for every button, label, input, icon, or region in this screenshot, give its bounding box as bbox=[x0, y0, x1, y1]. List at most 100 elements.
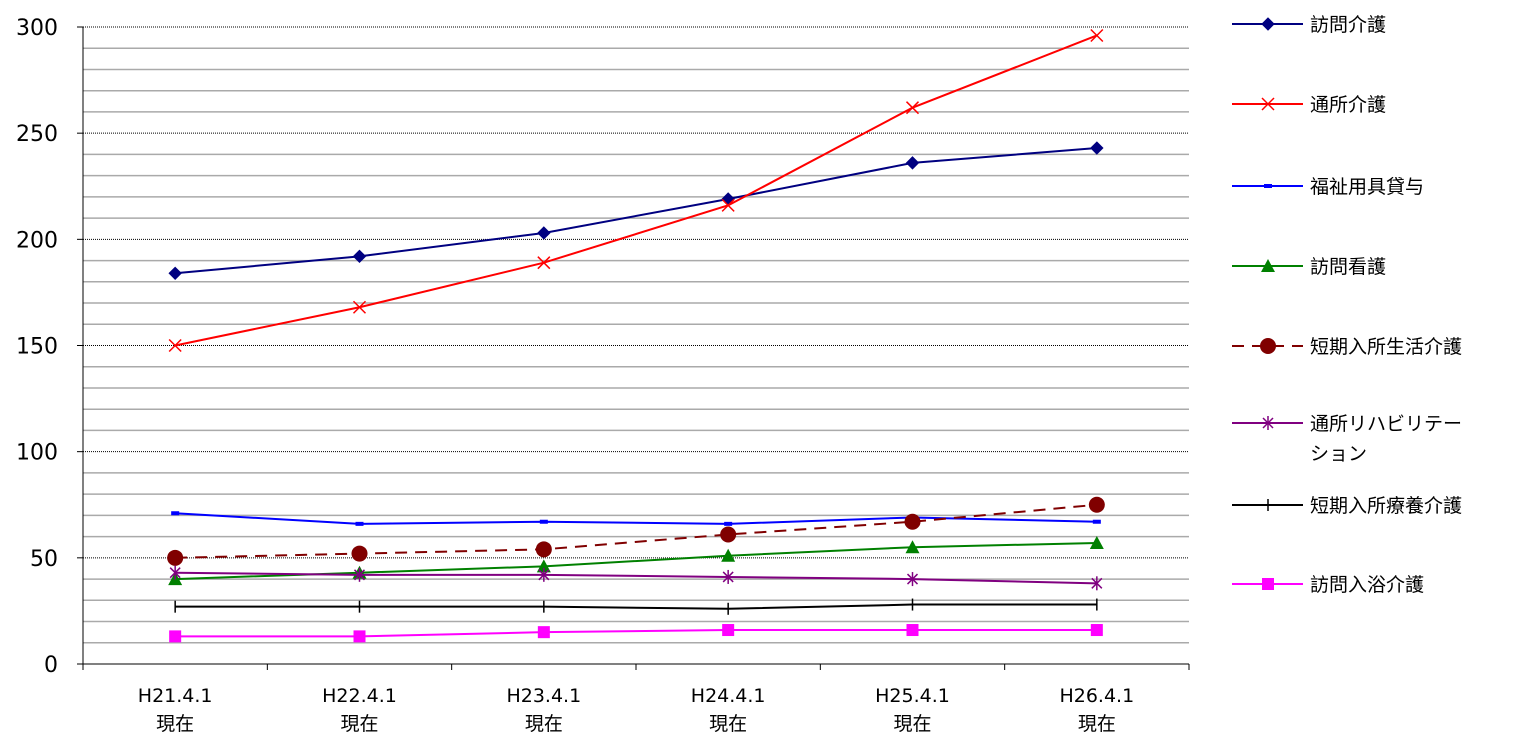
x-tick-label-line: 現在 bbox=[525, 713, 563, 735]
data-point bbox=[169, 630, 182, 643]
legend-item: 短期入所療養介護 bbox=[1232, 495, 1462, 517]
legend-label: 訪問看護 bbox=[1310, 256, 1386, 278]
marker-stroke bbox=[1090, 28, 1104, 43]
x-tick-label-line: 現在 bbox=[709, 713, 747, 735]
axes bbox=[77, 26, 1190, 670]
data-point bbox=[352, 300, 367, 314]
data-point bbox=[353, 567, 366, 582]
legend-item: 訪問介護 bbox=[1232, 14, 1386, 36]
x-tick-label-line: H26.4.1 bbox=[1059, 685, 1134, 707]
legend-item: 訪問入浴介護 bbox=[1232, 574, 1424, 596]
x-tick-label-line: 現在 bbox=[1078, 713, 1116, 735]
legend-label-line: 訪問介護 bbox=[1310, 14, 1386, 36]
data-point bbox=[720, 526, 737, 543]
legend-marker bbox=[1260, 338, 1276, 354]
grid-lines bbox=[83, 26, 1189, 644]
legend-label: 短期入所生活介護 bbox=[1310, 336, 1462, 358]
legend-label: 福祉用具貸与 bbox=[1310, 176, 1424, 198]
series-7 bbox=[174, 598, 1098, 615]
x-axis-tick-labels: H21.4.1 現在 H22.4.1 現在 H23.4.1 現在 H24.4.1 現在 H25.… bbox=[138, 685, 1134, 735]
legend-item: 通所リハビリテーション bbox=[1232, 413, 1462, 465]
y-tick-label: 200 bbox=[16, 228, 58, 253]
x-tick-label: H22.4.1 現在 bbox=[322, 685, 397, 735]
marker-stroke bbox=[537, 256, 551, 270]
legend-label-line: 福祉用具貸与 bbox=[1310, 176, 1424, 198]
series-line bbox=[175, 147, 1097, 275]
data-point bbox=[351, 545, 368, 562]
x-tick-label-line: 現在 bbox=[340, 713, 378, 735]
data-point bbox=[169, 565, 181, 580]
legend-item: 短期入所生活介護 bbox=[1232, 336, 1462, 358]
data-point bbox=[167, 549, 184, 566]
marker-stroke bbox=[721, 198, 735, 212]
marker-stroke bbox=[352, 300, 367, 314]
x-tick-label-line: H25.4.1 bbox=[875, 685, 950, 707]
data-point bbox=[904, 513, 921, 530]
data-point bbox=[1090, 624, 1103, 637]
series-line bbox=[175, 603, 1097, 610]
data-point bbox=[168, 338, 182, 353]
legend-marker bbox=[1262, 578, 1274, 590]
data-point bbox=[537, 226, 551, 240]
data-point bbox=[538, 567, 550, 582]
x-tick-label: H21.4.1 現在 bbox=[138, 685, 213, 735]
marker-stroke bbox=[168, 338, 182, 353]
series-lines bbox=[167, 28, 1105, 643]
x-tick-label-line: H23.4.1 bbox=[506, 685, 581, 707]
x-tick-label-line: 現在 bbox=[156, 713, 194, 735]
legend-marker bbox=[1262, 416, 1274, 430]
x-tick-label: H26.4.1 現在 bbox=[1059, 685, 1134, 735]
data-point bbox=[537, 626, 550, 639]
data-point bbox=[721, 198, 735, 212]
data-point bbox=[1091, 576, 1103, 591]
data-point bbox=[721, 548, 736, 562]
marker-stroke bbox=[905, 101, 920, 115]
data-point bbox=[353, 630, 366, 643]
legend-label: 通所リハビリテーション bbox=[1310, 413, 1462, 465]
data-point bbox=[171, 511, 180, 516]
legend-marker bbox=[1261, 17, 1275, 31]
data-point bbox=[906, 624, 919, 637]
y-axis-tick-labels: 0 50 100 150 200 250 300 bbox=[16, 16, 58, 678]
legend-label: 訪問介護 bbox=[1310, 14, 1386, 36]
series-5 bbox=[167, 496, 1105, 566]
legend-label-line: 短期入所生活介護 bbox=[1310, 336, 1462, 358]
series-line bbox=[175, 503, 1097, 559]
series-2 bbox=[168, 28, 1104, 353]
y-tick-label: 150 bbox=[16, 335, 58, 360]
data-point bbox=[355, 521, 364, 526]
data-point bbox=[537, 256, 551, 270]
data-point bbox=[905, 540, 920, 554]
series-line bbox=[174, 34, 1098, 347]
x-tick-label-line: H24.4.1 bbox=[691, 685, 766, 707]
series-line bbox=[175, 629, 1097, 638]
data-point bbox=[168, 266, 182, 281]
data-point bbox=[906, 572, 919, 587]
series-line bbox=[175, 571, 1097, 585]
series-6 bbox=[169, 565, 1103, 591]
y-tick-label: 250 bbox=[16, 122, 58, 147]
x-tick-label: H23.4.1 現在 bbox=[506, 685, 581, 735]
x-tick-label-line: H21.4.1 bbox=[138, 685, 213, 707]
x-tick-label: H24.4.1 現在 bbox=[691, 685, 766, 735]
y-tick-label: 50 bbox=[30, 547, 58, 572]
data-point bbox=[1090, 28, 1104, 43]
legend-label-line: 通所リハビリテー bbox=[1310, 413, 1462, 435]
data-point bbox=[352, 249, 367, 264]
legend-label-line: 訪問看護 bbox=[1310, 256, 1386, 278]
legend-marker bbox=[1261, 259, 1275, 272]
data-point bbox=[722, 624, 735, 637]
data-point bbox=[535, 541, 552, 558]
marker-stroke bbox=[1261, 97, 1275, 111]
x-tick-label-line: H22.4.1 bbox=[322, 685, 397, 707]
series-1 bbox=[168, 141, 1104, 281]
series-3 bbox=[171, 511, 1101, 526]
data-point bbox=[536, 559, 551, 573]
x-tick-label-line: 現在 bbox=[893, 713, 931, 735]
data-point bbox=[722, 569, 734, 584]
data-point bbox=[1092, 519, 1101, 524]
legend-label: 訪問入浴介護 bbox=[1310, 574, 1424, 596]
legend-label-line: 通所介護 bbox=[1310, 94, 1386, 116]
legend-label: 短期入所療養介護 bbox=[1310, 495, 1462, 517]
